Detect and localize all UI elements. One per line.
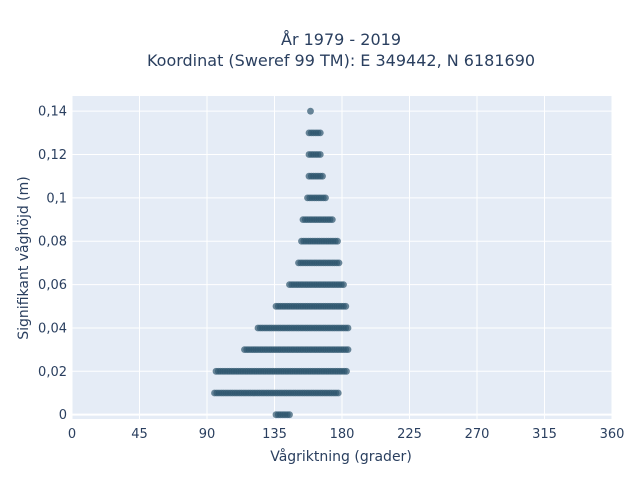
data-point (335, 259, 343, 267)
x-tick-label: 360 (600, 427, 625, 442)
x-tick-label: 135 (262, 427, 287, 442)
y-tick-label: 0 (59, 408, 67, 423)
x-tick-label: 180 (330, 427, 355, 442)
x-tick-label: 270 (465, 427, 490, 442)
data-point (334, 237, 341, 245)
data-point (344, 324, 352, 332)
x-tick-label: 315 (532, 427, 557, 442)
data-point (328, 216, 336, 224)
y-axis-label: Signifikant våghöjd (m) (15, 176, 32, 339)
y-tick-label: 0,04 (38, 321, 67, 336)
data-point (344, 346, 352, 353)
x-tick-label: 225 (397, 427, 422, 442)
y-tick-label: 0,12 (38, 148, 67, 163)
data-point (316, 129, 324, 137)
y-tick-label: 0,06 (38, 278, 67, 293)
data-point (286, 411, 293, 419)
y-tick-label: 0,1 (46, 191, 67, 206)
data-point (307, 107, 314, 115)
data-point (316, 151, 324, 158)
y-tick-label: 0,02 (38, 365, 67, 380)
chart-subtitle: Koordinat (Sweref 99 TM): E 349442, N 61… (147, 51, 535, 70)
data-point (343, 367, 350, 375)
x-axis-label: Vågriktning (grader) (270, 448, 412, 465)
data-point (340, 281, 347, 288)
x-tick-label: 0 (68, 427, 76, 442)
y-tick-label: 0,14 (38, 105, 67, 120)
x-tick-label: 90 (199, 427, 216, 442)
data-points (211, 107, 352, 419)
y-axis-ticks: 0 0,02 0,04 0,06 0,08 0,1 0,12 0,14 (38, 105, 67, 423)
x-axis-ticks: 0 45 90 135 180 225 270 315 360 (68, 427, 625, 442)
data-point (342, 302, 350, 310)
data-point (322, 194, 329, 202)
data-point (319, 172, 326, 180)
x-tick-label: 45 (131, 427, 148, 442)
data-point (334, 389, 342, 397)
chart-title: År 1979 - 2019 (281, 30, 401, 49)
y-tick-label: 0,08 (38, 235, 67, 250)
